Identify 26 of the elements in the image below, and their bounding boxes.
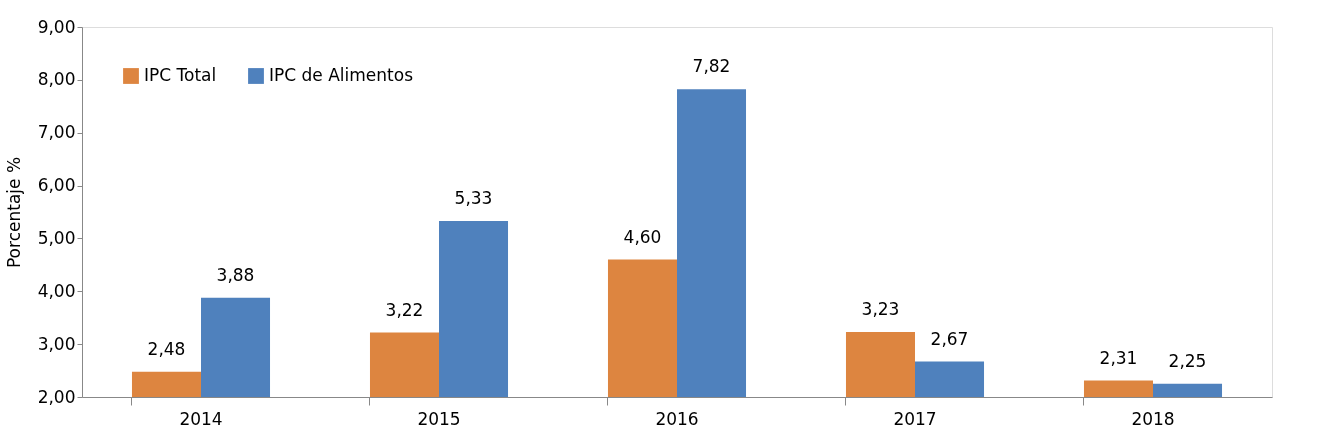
x-tick-label: 2018 [1131, 408, 1175, 429]
y-tick-label: 7,00 [37, 122, 76, 143]
y-tick-label: 4,00 [37, 280, 76, 301]
x-tick-label: 2015 [417, 408, 461, 429]
legend-label: IPC de Alimentos [269, 65, 414, 85]
data-label: 4,60 [623, 226, 662, 247]
x-tick-label: 2017 [893, 408, 937, 429]
x-tick-label: 2016 [655, 408, 699, 429]
data-label: 7,82 [692, 56, 731, 77]
legend-label: IPC Total [144, 65, 217, 85]
data-label: 2,48 [147, 338, 186, 359]
data-label: 3,22 [385, 299, 424, 320]
data-label: 3,23 [861, 298, 900, 319]
data-label: 2,25 [1168, 350, 1207, 371]
y-tick-label: 9,00 [37, 16, 76, 37]
y-tick-label: 3,00 [37, 333, 76, 354]
data-label: 2,67 [930, 328, 969, 349]
data-label: 2,31 [1099, 347, 1138, 368]
y-axis-title: Porcentaje % [3, 156, 24, 269]
y-tick-label: 8,00 [37, 69, 76, 90]
y-tick-label: 2,00 [37, 386, 76, 407]
y-tick-label: 5,00 [37, 227, 76, 248]
data-label: 5,33 [454, 187, 493, 208]
x-tick-label: 2014 [179, 408, 223, 429]
data-label: 3,88 [216, 264, 255, 285]
y-tick-label: 6,00 [37, 175, 76, 196]
